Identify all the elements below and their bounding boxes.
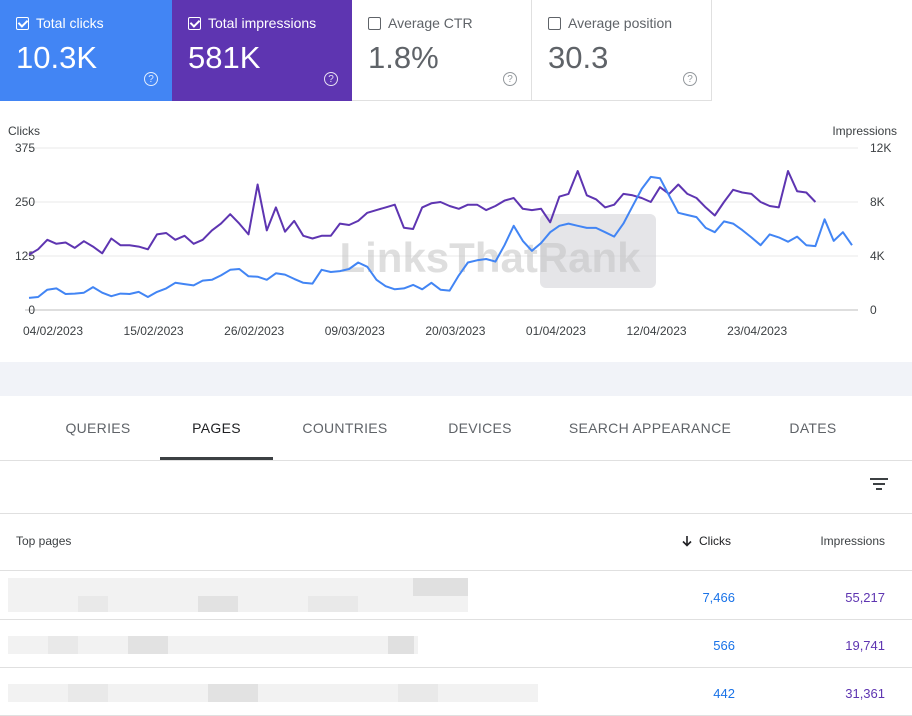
tab-search-appearance[interactable]: SEARCH APPEARANCE xyxy=(568,420,732,436)
arrow-down-icon xyxy=(682,536,692,547)
tab-devices[interactable]: DEVICES xyxy=(448,420,512,436)
checkbox-icon[interactable] xyxy=(368,17,381,30)
y-right-tick-label: 8K xyxy=(870,195,885,209)
performance-chart: Clicks Impressions 375 12K 250 8K 125 4K 0 0 Lin… xyxy=(0,118,912,358)
y-right-tick-label: 4K xyxy=(870,249,885,263)
watermark-box xyxy=(540,214,656,288)
series-line-impressions xyxy=(28,170,817,256)
table-row[interactable]: 566 19,741 xyxy=(0,619,912,668)
metric-value: 581K xyxy=(188,40,261,75)
metric-card-average-ctr[interactable]: Average CTR 1.8% ? xyxy=(352,0,532,101)
help-icon[interactable]: ? xyxy=(324,72,338,86)
y-left-tick-label: 0 xyxy=(28,303,35,317)
clicks-value: 442 xyxy=(713,686,735,701)
filter-icon[interactable] xyxy=(870,477,888,491)
metric-label: Total clicks xyxy=(36,15,104,31)
series-line-clicks xyxy=(28,175,853,299)
clicks-value: 7,466 xyxy=(702,590,735,605)
column-header-clicks-label: Clicks xyxy=(699,534,731,548)
metric-value: 30.3 xyxy=(548,40,609,75)
metric-label: Average position xyxy=(568,15,673,31)
watermark-text: LinksThatRank xyxy=(339,234,641,281)
tab-queries[interactable]: QUERIES xyxy=(65,420,131,436)
metric-label: Average CTR xyxy=(388,15,473,31)
x-tick-label: 09/03/2023 xyxy=(325,324,385,338)
impressions-value: 55,217 xyxy=(845,590,885,605)
tab-dates[interactable]: DATES xyxy=(789,420,837,436)
impressions-value: 19,741 xyxy=(845,638,885,653)
metric-card-total-clicks[interactable]: Total clicks 10.3K ? xyxy=(0,0,172,101)
y-left-tick-label: 125 xyxy=(15,249,35,263)
help-icon[interactable]: ? xyxy=(683,72,697,86)
redacted-page-url xyxy=(8,578,468,612)
column-header-clicks[interactable]: Clicks xyxy=(681,534,731,548)
metric-value: 10.3K xyxy=(16,40,98,75)
checkbox-icon[interactable] xyxy=(188,17,201,30)
active-tab-indicator xyxy=(160,457,273,460)
x-tick-label: 12/04/2023 xyxy=(627,324,687,338)
column-header-top-pages[interactable]: Top pages xyxy=(16,534,72,548)
column-header-impressions[interactable]: Impressions xyxy=(820,534,885,548)
x-tick-label: 15/02/2023 xyxy=(124,324,184,338)
help-icon[interactable]: ? xyxy=(144,72,158,86)
report-panel: QUERIES PAGES COUNTRIES DEVICES SEARCH A… xyxy=(0,396,912,716)
metric-cards: Total clicks 10.3K ? Total impressions 5… xyxy=(0,0,712,101)
x-tick-label: 20/03/2023 xyxy=(425,324,485,338)
metric-card-average-position[interactable]: Average position 30.3 ? xyxy=(532,0,712,101)
tab-bar: QUERIES PAGES COUNTRIES DEVICES SEARCH A… xyxy=(0,396,912,461)
metric-label: Total impressions xyxy=(208,15,317,31)
x-tick-label: 26/02/2023 xyxy=(224,324,284,338)
checkbox-icon[interactable] xyxy=(548,17,561,30)
y-left-tick-label: 375 xyxy=(15,141,35,155)
x-tick-label: 23/04/2023 xyxy=(727,324,787,338)
tab-countries[interactable]: COUNTRIES xyxy=(302,420,388,436)
impressions-value: 31,361 xyxy=(845,686,885,701)
tab-pages[interactable]: PAGES xyxy=(192,420,241,436)
checkbox-icon[interactable] xyxy=(16,17,29,30)
chart-svg: 375 12K 250 8K 125 4K 0 0 LinksThatRank 04/02/202… xyxy=(15,141,891,338)
clicks-value: 566 xyxy=(713,638,735,653)
table-row[interactable]: 442 31,361 xyxy=(0,667,912,716)
section-gap xyxy=(0,362,912,396)
filter-row xyxy=(0,461,912,514)
y-left-tick-label: 250 xyxy=(15,195,35,209)
metric-value: 1.8% xyxy=(368,40,439,75)
y-right-tick-label: 0 xyxy=(870,303,877,317)
x-tick-label: 04/02/2023 xyxy=(23,324,83,338)
table-header: Top pages Clicks Impressions xyxy=(0,514,912,571)
right-axis-title: Impressions xyxy=(832,124,897,138)
redacted-page-url xyxy=(8,674,538,708)
x-tick-label: 01/04/2023 xyxy=(526,324,586,338)
help-icon[interactable]: ? xyxy=(503,72,517,86)
y-right-tick-label: 12K xyxy=(870,141,891,155)
redacted-page-url xyxy=(8,626,418,660)
metric-card-total-impressions[interactable]: Total impressions 581K ? xyxy=(172,0,352,101)
left-axis-title: Clicks xyxy=(8,124,40,138)
table-row[interactable]: 7,466 55,217 xyxy=(0,571,912,620)
